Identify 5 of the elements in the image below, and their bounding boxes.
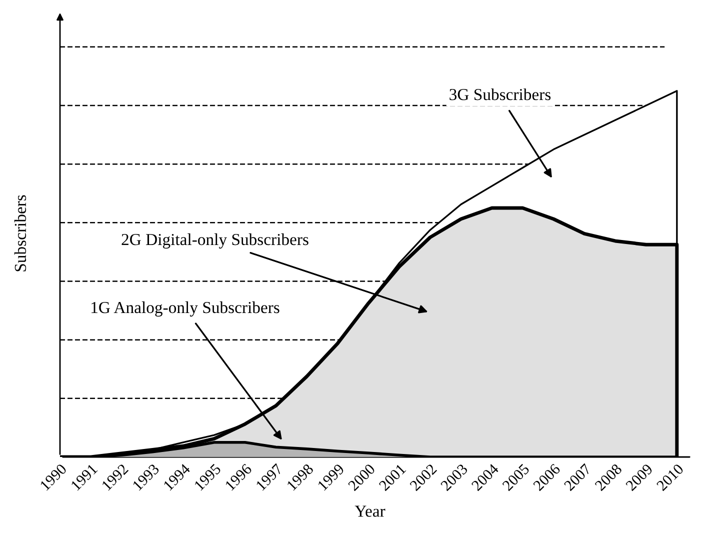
annotation: 2G Digital-only Subscribers — [122, 233, 308, 249]
annotation: 1G Analog-only Subscribers — [92, 301, 280, 317]
y-axis-title: Subscribers — [14, 195, 26, 272]
annotation: 3G Subscribers — [450, 88, 551, 100]
x-axis-title: Year — [354, 506, 386, 517]
